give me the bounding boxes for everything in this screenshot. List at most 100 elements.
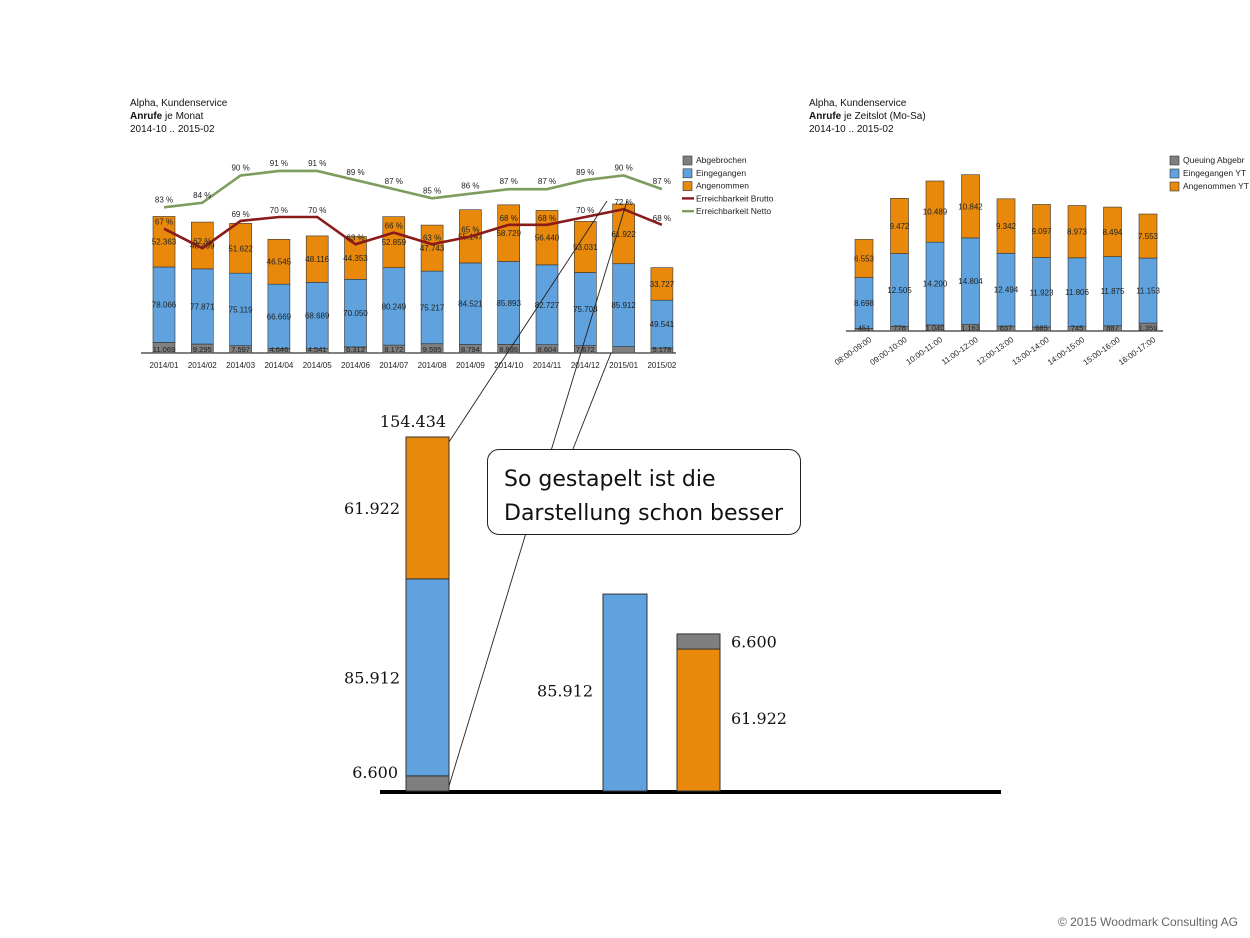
monthly-bar-angenommen: [612, 203, 635, 265]
legend-swatch: [1169, 181, 1180, 192]
right-chart-period: 2014-10 .. 2015-02: [809, 124, 894, 135]
slot-label-eingegangen: 11.875: [1101, 287, 1125, 296]
monthly-label-eingegangen: 77.871: [190, 302, 215, 311]
monthly-label-angenommen: 61.922: [611, 230, 636, 239]
monthly-label-abgebrochen: 8.604: [538, 345, 557, 354]
monthly-bar-angenommen: [305, 235, 329, 283]
slot-x-tick: 13:00-14:00: [1011, 335, 1052, 367]
zoom-label-separate-abgebrochen: 6.600: [731, 632, 777, 651]
monthly-label-abgebrochen: 5.178: [653, 345, 672, 354]
monthly-label-angenommen: 58.729: [496, 229, 521, 238]
slot-x-tick: 11:00-12:00: [940, 335, 980, 367]
right-chart-header: Alpha, Kundenservice Anrufe je Zeitslot …: [809, 97, 926, 136]
slot-label-angenommen: 8.494: [1102, 228, 1123, 237]
zoom-bar-eingegangen: [602, 593, 648, 792]
monthly-label-angenommen: 56.440: [535, 234, 560, 243]
monthly-label-abgebrochen: 7.672: [576, 345, 595, 354]
slot-label-angenommen: 6.553: [854, 255, 875, 264]
monthly-bar-angenommen: [229, 223, 252, 274]
brutto-label: 67 %: [155, 218, 173, 227]
legend-swatch: [682, 168, 693, 179]
zoom-label-separate-angenommen: 61.922: [731, 709, 787, 728]
zoom-label-abgebrochen: 6.600: [352, 763, 398, 782]
monthly-bar-abgebrochen: [612, 346, 635, 354]
netto-label: 87 %: [385, 177, 403, 186]
monthly-label-angenommen: 33.727: [650, 280, 675, 289]
brutto-label: 68 %: [653, 214, 671, 223]
slot-bar-angenommen: [961, 174, 980, 239]
monthly-x-tick: 2014/03: [226, 361, 255, 370]
slot-label-queuing: 776: [893, 324, 906, 333]
netto-label: 85 %: [423, 186, 441, 195]
right-chart-title: Anrufe je Zeitslot (Mo-Sa): [809, 111, 926, 122]
slot-bar-angenommen: [996, 198, 1016, 254]
monthly-label-eingegangen: 82.727: [535, 301, 560, 310]
brutto-label: 70 %: [308, 206, 326, 215]
callout-pointer: [572, 352, 612, 450]
legend-label: Erreichbarkeit Brutto: [696, 193, 774, 203]
netto-label: 90 %: [231, 164, 249, 173]
brutto-label: 62 %: [193, 237, 211, 246]
monthly-x-tick: 2014/05: [303, 361, 332, 370]
netto-label: 87 %: [538, 177, 556, 186]
slot-label-queuing: 1.040: [926, 324, 945, 333]
brutto-label: 68 %: [500, 214, 518, 223]
monthly-label-eingegangen: 80.249: [382, 302, 407, 311]
legend-swatch: [682, 155, 693, 166]
legend-swatch: [1169, 155, 1180, 166]
slot-label-eingegangen: 11.806: [1065, 288, 1089, 297]
monthly-x-tick: 2014/06: [341, 361, 370, 370]
monthly-bar-angenommen: [650, 267, 674, 301]
monthly-label-angenommen: 44.353: [343, 254, 368, 263]
monthly-bar-angenommen: [382, 216, 406, 268]
monthly-bar-angenommen: [344, 236, 367, 280]
monthly-label-eingegangen: 75.119: [229, 305, 253, 314]
netto-label: 91 %: [270, 159, 288, 168]
slot-label-eingegangen: 12.494: [994, 286, 1019, 295]
monthly-label-eingegangen: 75.708: [573, 305, 598, 314]
left-chart-org: Alpha, Kundenservice: [130, 98, 228, 109]
zoom-stack-angenommen: [405, 436, 450, 580]
left-chart-title: Anrufe je Monat: [130, 111, 204, 122]
monthly-x-tick: 2014/02: [188, 361, 217, 370]
monthly-x-tick: 2014/04: [264, 361, 293, 370]
monthly-x-tick: 2014/09: [456, 361, 485, 370]
brutto-label: 72 %: [614, 198, 632, 207]
legend-label: Angenommen: [696, 181, 749, 191]
monthly-x-tick: 2014/01: [150, 361, 179, 370]
left-chart-header: Alpha, Kundenservice Anrufe je Monat 201…: [130, 97, 227, 136]
zoom-bar-angenommen: [676, 648, 721, 792]
slot-x-tick: 14:00-15:00: [1046, 335, 1087, 367]
callout-line-1: So gestapelt ist die: [504, 467, 716, 492]
monthly-label-eingegangen: 68.689: [305, 311, 330, 320]
slot-label-angenommen: 10.489: [923, 208, 948, 217]
legend-swatch: [682, 181, 693, 191]
slot-bar-angenommen: [925, 180, 945, 243]
monthly-bar-angenommen: [420, 224, 444, 272]
slot-label-queuing: 745: [1071, 324, 1084, 333]
monthly-label-angenommen: 47.743: [420, 244, 445, 253]
slot-label-queuing: 451: [858, 324, 871, 333]
monthly-bar-angenommen: [497, 204, 521, 262]
slot-bar-angenommen: [1103, 206, 1122, 257]
monthly-label-abgebrochen: 6.312: [346, 345, 365, 354]
monthly-label-abgebrochen: 8.895: [499, 345, 518, 354]
slot-bar-angenommen: [854, 239, 874, 278]
legend-label: Angenommen YT: [1183, 181, 1249, 191]
slot-label-eingegangen: 11.153: [1136, 287, 1160, 296]
netto-label: 84 %: [193, 191, 211, 200]
monthly-x-tick: 2014/11: [533, 361, 562, 370]
zoom-label-angenommen: 61.922: [344, 499, 400, 518]
monthly-x-tick: 2015/01: [609, 361, 638, 370]
slot-label-eingegangen: 12.505: [887, 286, 912, 295]
copyright-footer: © 2015 Woodmark Consulting AG: [1057, 915, 1238, 929]
monthly-label-eingegangen: 75.217: [420, 303, 445, 312]
monthly-label-abgebrochen: 9.595: [423, 345, 442, 354]
monthly-label-abgebrochen: 4.646: [270, 345, 289, 354]
zoom-label-separate-eingegangen: 85.912: [537, 682, 593, 701]
slot-label-angenommen: 9.097: [1031, 227, 1052, 236]
slot-x-tick: 16:00-17:00: [1117, 335, 1158, 367]
slot-label-queuing: 1.359: [1139, 324, 1158, 333]
